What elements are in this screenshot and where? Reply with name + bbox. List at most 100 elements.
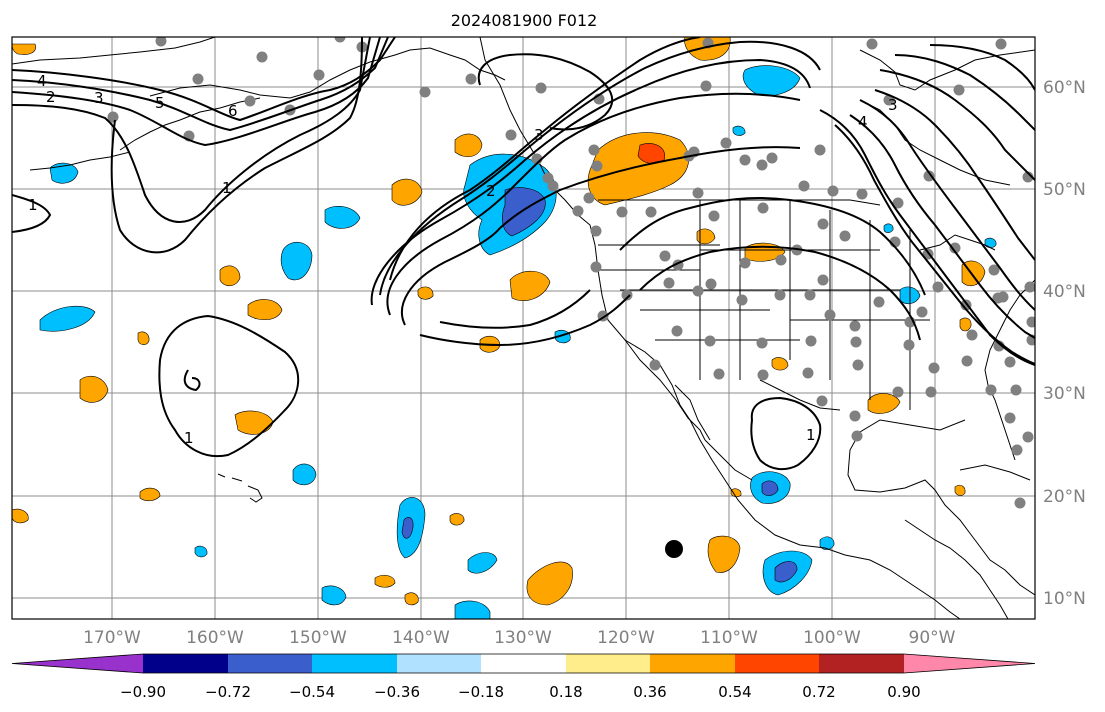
station-marker xyxy=(817,274,829,286)
station-marker xyxy=(739,257,751,269)
station-marker xyxy=(805,335,817,347)
longitude-tick-label: 100°W xyxy=(803,628,861,648)
longitude-tick-label: 110°W xyxy=(700,628,758,648)
positive-anomaly-region xyxy=(404,592,419,606)
longitude-tick-label: 140°W xyxy=(392,628,450,648)
station-marker xyxy=(866,38,878,50)
latitude-axis: 60°N 50°N 40°N 30°N 20°N 10°N xyxy=(1043,78,1086,609)
colorbar-tick-label: 0.72 xyxy=(802,683,835,701)
colorbar-segment xyxy=(566,654,650,673)
station-marker xyxy=(851,430,863,442)
contour-lines xyxy=(12,37,1035,471)
colorbar-segment xyxy=(312,654,397,673)
station-marker xyxy=(850,336,862,348)
colorbar-tick-label: −0.54 xyxy=(289,683,335,701)
station-marker xyxy=(756,159,768,171)
contour-label: 4 xyxy=(37,72,47,90)
negative-anomaly-region xyxy=(454,600,491,619)
contour-label: 4 xyxy=(858,113,868,131)
contour-label: 2 xyxy=(46,88,56,106)
station-marker xyxy=(1022,431,1034,443)
negative-anomaly-region xyxy=(742,65,801,97)
station-marker xyxy=(547,180,559,192)
positive-anomaly-region xyxy=(391,178,423,206)
station-marker xyxy=(1026,316,1035,328)
station-marker xyxy=(583,192,595,204)
station-marker xyxy=(852,359,864,371)
contour-label: 1 xyxy=(806,426,816,444)
station-marker xyxy=(736,294,748,306)
station-marker xyxy=(713,368,725,380)
negative-anomaly-region xyxy=(732,125,746,136)
station-marker xyxy=(988,264,1000,276)
negative-anomaly-region xyxy=(292,463,317,486)
positive-anomaly-region xyxy=(219,265,241,287)
station-marker xyxy=(645,206,657,218)
colorbar-tick-label: −0.90 xyxy=(120,683,166,701)
station-marker xyxy=(756,337,768,349)
station-marker xyxy=(692,187,704,199)
contour-label: 3 xyxy=(534,126,544,144)
station-marker xyxy=(774,289,786,301)
colorbar-segment xyxy=(735,654,819,673)
negative-anomaly-region xyxy=(194,545,208,558)
contour-label: 3 xyxy=(94,89,104,107)
shaded-anomalies xyxy=(12,37,997,619)
negative-anomaly-region xyxy=(39,305,96,332)
station-marker xyxy=(949,242,961,254)
longitude-tick-label: 90°W xyxy=(909,628,956,648)
station-marker xyxy=(692,285,704,297)
station-marker xyxy=(465,73,477,85)
positive-anomaly-region xyxy=(12,508,29,524)
station-marker xyxy=(192,73,204,85)
station-marker xyxy=(720,137,732,149)
station-marker xyxy=(992,292,1004,304)
colorbar-tick-label: −0.18 xyxy=(458,683,504,701)
coastlines xyxy=(12,37,1035,619)
latitude-tick-label: 30°N xyxy=(1043,384,1086,404)
positive-anomaly-region xyxy=(684,37,731,61)
station-marker xyxy=(590,225,602,237)
colorbar-segment xyxy=(143,654,228,673)
latitude-tick-label: 40°N xyxy=(1043,282,1086,302)
station-marker xyxy=(739,154,751,166)
station-marker xyxy=(590,261,602,273)
station-marker xyxy=(705,278,717,290)
station-marker xyxy=(704,335,716,347)
station-marker xyxy=(757,369,769,381)
colorbar-segment xyxy=(481,654,566,673)
contour-label: 1 xyxy=(28,196,38,214)
negative-anomaly-region xyxy=(280,242,313,281)
station-marker xyxy=(816,395,828,407)
positive-anomaly-region xyxy=(707,535,741,573)
longitude-tick-label: 120°W xyxy=(597,628,655,648)
cyclone-center-marker xyxy=(665,540,683,558)
positive-anomaly-region xyxy=(79,375,109,403)
colorbar-tick-label: 0.90 xyxy=(887,683,920,701)
negative-anomaly-region xyxy=(49,162,79,184)
station-marker xyxy=(817,218,829,230)
contour-label: 5 xyxy=(155,94,165,112)
station-marker xyxy=(824,309,836,321)
station-marker xyxy=(961,355,973,367)
station-markers xyxy=(107,37,1035,509)
negative-anomaly-region xyxy=(883,223,894,233)
station-marker xyxy=(616,206,628,218)
station-marker xyxy=(671,325,683,337)
station-marker xyxy=(802,367,814,379)
negative-anomaly-region xyxy=(984,237,997,248)
colorbar-tick-label: −0.36 xyxy=(374,683,420,701)
positive-anomaly-region xyxy=(137,331,150,345)
colorbar-tick-label: 0.36 xyxy=(633,683,666,701)
positive-anomaly-region xyxy=(247,299,283,320)
colorbar-labels: −0.90 −0.72 −0.54 −0.36 −0.18 0.18 0.36 … xyxy=(120,683,921,701)
station-marker xyxy=(1010,384,1022,396)
station-marker xyxy=(892,386,904,398)
colorbar-tick-label: 0.18 xyxy=(549,683,582,701)
map-panel: 4 2 3 5 6 1 1 1 3 2 3 4 1 xyxy=(11,36,1036,620)
station-marker xyxy=(1004,356,1016,368)
longitude-tick-label: 150°W xyxy=(289,628,347,648)
station-marker xyxy=(334,37,346,43)
station-marker xyxy=(966,329,978,341)
positive-anomaly-region xyxy=(139,487,161,502)
